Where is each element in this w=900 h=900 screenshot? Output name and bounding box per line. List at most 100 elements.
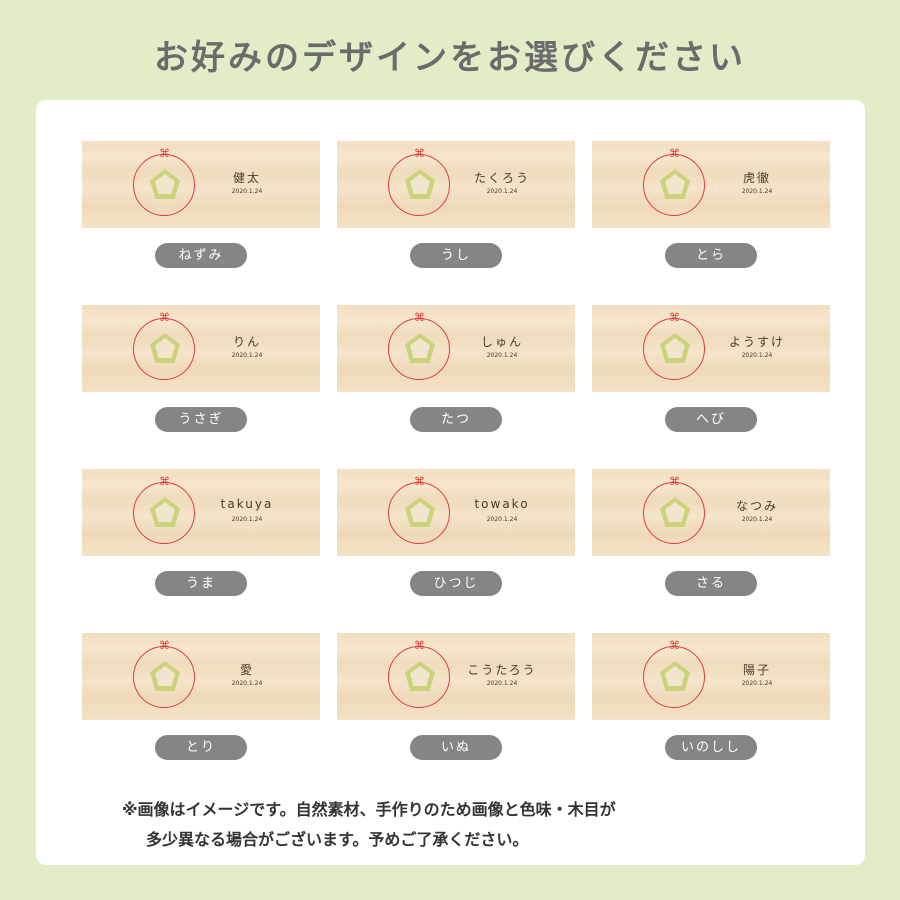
design-label-button[interactable]: いぬ	[410, 735, 502, 760]
design-option[interactable]: ⌘ 虎徹 2020.1.24 とら	[592, 141, 830, 268]
design-option[interactable]: ⌘ towako 2020.1.24 ひつじ	[337, 469, 575, 596]
design-label-button[interactable]: いのしし	[665, 735, 757, 760]
pentagon-frame-icon	[405, 333, 435, 363]
zodiac-emblem-icon: ⌘	[643, 147, 705, 216]
design-option[interactable]: ⌘ ようすけ 2020.1.24 へび	[592, 305, 830, 432]
plate-date: 2020.1.24	[231, 352, 263, 359]
design-option[interactable]: ⌘ 愛 2020.1.24 とり	[82, 633, 320, 760]
plate-name: takuya	[220, 497, 274, 511]
plate-date: 2020.1.24	[486, 188, 518, 195]
plate-date: 2020.1.24	[486, 680, 518, 687]
design-label-button[interactable]: うさぎ	[155, 407, 247, 432]
wood-nameplate: ⌘ 陽子 2020.1.24	[592, 633, 830, 720]
wood-nameplate: ⌘ しゅん 2020.1.24	[337, 305, 575, 392]
plate-name: towako	[474, 497, 530, 511]
design-label-button[interactable]: さる	[665, 571, 757, 596]
note-line: 多少異なる場合がございます。予めご了承ください。	[146, 830, 529, 849]
zodiac-emblem-icon: ⌘	[388, 475, 450, 544]
design-option[interactable]: ⌘ たくろう 2020.1.24 うし	[337, 141, 575, 268]
pentagon-frame-icon	[150, 333, 180, 363]
plate-name: ようすけ	[728, 335, 785, 349]
plate-date: 2020.1.24	[741, 516, 773, 523]
design-option[interactable]: ⌘ りん 2020.1.24 うさぎ	[82, 305, 320, 432]
pentagon-frame-icon	[660, 497, 690, 527]
design-option[interactable]: ⌘ 陽子 2020.1.24 いのしし	[592, 633, 830, 760]
zodiac-emblem-icon: ⌘	[643, 311, 705, 380]
design-label-button[interactable]: とり	[155, 735, 247, 760]
plate-date: 2020.1.24	[486, 516, 518, 523]
design-label-button[interactable]: とら	[665, 243, 757, 268]
pentagon-frame-icon	[660, 169, 690, 199]
plate-date: 2020.1.24	[741, 352, 773, 359]
plate-name: なつみ	[735, 499, 778, 513]
plate-name: 健太	[232, 171, 261, 185]
pentagon-frame-icon	[150, 497, 180, 527]
wood-nameplate: ⌘ なつみ 2020.1.24	[592, 469, 830, 556]
page-title: お好みのデザインをお選びください	[154, 38, 746, 78]
pentagon-frame-icon	[405, 169, 435, 199]
pentagon-frame-icon	[660, 661, 690, 691]
design-label-button[interactable]: たつ	[410, 407, 502, 432]
plate-name: こうたろう	[467, 663, 537, 677]
ribbon-icon: ⌘	[414, 639, 425, 652]
plate-date: 2020.1.24	[486, 352, 518, 359]
plate-name: たくろう	[473, 171, 530, 185]
design-label-button[interactable]: ねずみ	[155, 243, 247, 268]
ribbon-icon: ⌘	[669, 311, 680, 324]
design-option[interactable]: ⌘ こうたろう 2020.1.24 いぬ	[337, 633, 575, 760]
plate-name: りん	[232, 335, 261, 349]
wood-nameplate: ⌘ takuya 2020.1.24	[82, 469, 320, 556]
design-option[interactable]: ⌘ takuya 2020.1.24 うま	[82, 469, 320, 596]
wood-nameplate: ⌘ こうたろう 2020.1.24	[337, 633, 575, 720]
plate-date: 2020.1.24	[741, 680, 773, 687]
ribbon-icon: ⌘	[159, 475, 170, 488]
zodiac-emblem-icon: ⌘	[388, 639, 450, 708]
plate-date: 2020.1.24	[231, 188, 263, 195]
wood-nameplate: ⌘ たくろう 2020.1.24	[337, 141, 575, 228]
design-label-button[interactable]: ひつじ	[410, 571, 502, 596]
wood-nameplate: ⌘ 虎徹 2020.1.24	[592, 141, 830, 228]
ribbon-icon: ⌘	[414, 147, 425, 160]
pentagon-frame-icon	[405, 497, 435, 527]
note-line: ※画像はイメージです。自然素材、手作りのため画像と色味・木目が	[122, 800, 616, 819]
zodiac-emblem-icon: ⌘	[643, 475, 705, 544]
zodiac-emblem-icon: ⌘	[133, 639, 195, 708]
zodiac-emblem-icon: ⌘	[133, 147, 195, 216]
zodiac-emblem-icon: ⌘	[133, 311, 195, 380]
plate-date: 2020.1.24	[231, 516, 263, 523]
ribbon-icon: ⌘	[414, 311, 425, 324]
plate-name: 愛	[239, 663, 254, 677]
plate-date: 2020.1.24	[741, 188, 773, 195]
disclaimer-note: ※画像はイメージです。自然素材、手作りのため画像と色味・木目が 多少異なる場合が…	[122, 795, 616, 855]
ribbon-icon: ⌘	[669, 475, 680, 488]
plate-date: 2020.1.24	[231, 680, 263, 687]
plate-name: 陽子	[742, 663, 771, 677]
ribbon-icon: ⌘	[669, 147, 680, 160]
design-label-button[interactable]: うし	[410, 243, 502, 268]
zodiac-emblem-icon: ⌘	[133, 475, 195, 544]
pentagon-frame-icon	[405, 661, 435, 691]
ribbon-icon: ⌘	[159, 639, 170, 652]
wood-nameplate: ⌘ ようすけ 2020.1.24	[592, 305, 830, 392]
wood-nameplate: ⌘ towako 2020.1.24	[337, 469, 575, 556]
plate-name: 虎徹	[742, 171, 771, 185]
pentagon-frame-icon	[150, 169, 180, 199]
zodiac-emblem-icon: ⌘	[643, 639, 705, 708]
pentagon-frame-icon	[660, 333, 690, 363]
zodiac-emblem-icon: ⌘	[388, 311, 450, 380]
design-label-button[interactable]: うま	[155, 571, 247, 596]
wood-nameplate: ⌘ 健太 2020.1.24	[82, 141, 320, 228]
wood-nameplate: ⌘ りん 2020.1.24	[82, 305, 320, 392]
design-option[interactable]: ⌘ しゅん 2020.1.24 たつ	[337, 305, 575, 432]
ribbon-icon: ⌘	[414, 475, 425, 488]
plate-name: しゅん	[480, 335, 523, 349]
ribbon-icon: ⌘	[669, 639, 680, 652]
design-option[interactable]: ⌘ 健太 2020.1.24 ねずみ	[82, 141, 320, 268]
wood-nameplate: ⌘ 愛 2020.1.24	[82, 633, 320, 720]
ribbon-icon: ⌘	[159, 311, 170, 324]
pentagon-frame-icon	[150, 661, 180, 691]
design-option[interactable]: ⌘ なつみ 2020.1.24 さる	[592, 469, 830, 596]
ribbon-icon: ⌘	[159, 147, 170, 160]
design-label-button[interactable]: へび	[665, 407, 757, 432]
zodiac-emblem-icon: ⌘	[388, 147, 450, 216]
